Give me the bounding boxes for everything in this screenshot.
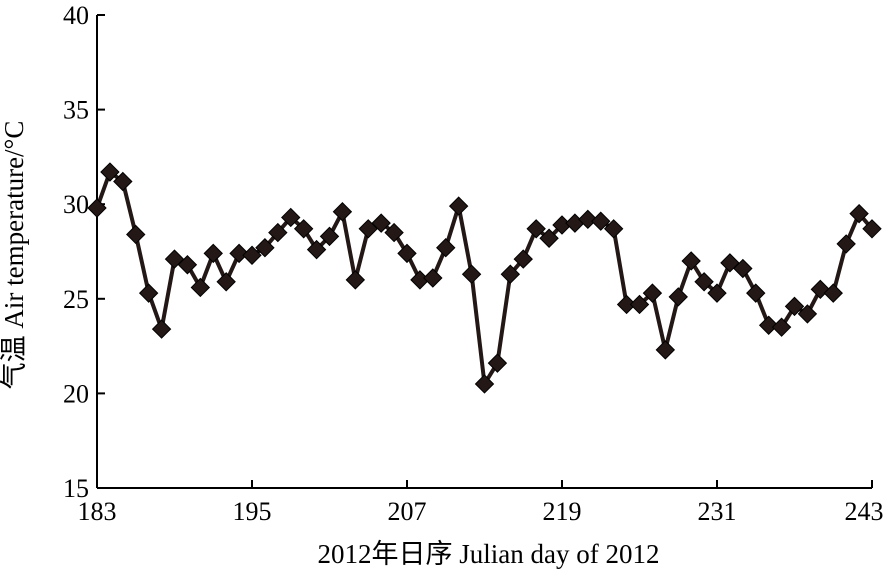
y-tick-label: 30 [63, 190, 89, 219]
data-point [591, 211, 611, 231]
data-point [784, 296, 805, 317]
data-point [539, 228, 559, 248]
x-tick-label: 195 [233, 497, 272, 526]
data-point [268, 222, 288, 243]
data-point [461, 264, 482, 284]
y-tick-label: 35 [63, 96, 89, 125]
y-axis-ticks: 15 20 25 30 35 40 [63, 1, 105, 503]
data-point [306, 239, 327, 260]
y-tick-label: 40 [63, 1, 89, 30]
x-tick-label: 183 [78, 497, 117, 526]
data-point [849, 203, 869, 224]
chart-axes [96, 15, 872, 489]
data-point [526, 219, 546, 239]
data-point [733, 258, 753, 279]
data-point [578, 209, 598, 230]
series-line [95, 170, 874, 386]
data-point [474, 374, 495, 394]
data-point [642, 283, 663, 303]
x-tick-label: 231 [698, 497, 737, 526]
data-point [151, 319, 172, 339]
data-point [216, 272, 236, 292]
data-point [629, 294, 650, 315]
data-point [655, 340, 676, 360]
data-point [487, 353, 508, 373]
data-point [126, 224, 146, 245]
data-point [862, 219, 882, 239]
x-tick-label: 219 [543, 497, 582, 526]
data-point [190, 277, 211, 298]
y-tick-label: 25 [63, 285, 89, 314]
data-point [177, 255, 198, 275]
data-point [603, 219, 624, 239]
data-point [371, 213, 391, 233]
data-point [694, 272, 714, 292]
data-point [771, 317, 792, 337]
x-tick-label: 207 [388, 497, 427, 526]
data-point [113, 171, 133, 192]
data-point [87, 198, 107, 218]
data-point [823, 283, 843, 303]
data-point [707, 283, 727, 303]
data-point [436, 238, 456, 258]
y-tick-label: 20 [63, 379, 89, 408]
y-axis-title: 气温 Air temperature/°C [0, 121, 29, 390]
x-tick-label: 243 [845, 497, 884, 526]
data-point [513, 249, 533, 269]
data-point [281, 207, 301, 228]
data-point [384, 222, 404, 243]
data-point [616, 294, 637, 315]
data-point [229, 243, 249, 264]
data-point [319, 226, 340, 247]
x-axis-title: 2012年日序 Julian day of 2012 [318, 539, 660, 569]
data-point [255, 238, 275, 258]
data-point [836, 234, 856, 254]
data-point [100, 162, 120, 182]
data-point [332, 202, 353, 222]
data-point [797, 304, 818, 324]
data-point [500, 264, 521, 284]
series-markers [87, 162, 882, 394]
data-point [242, 245, 262, 265]
data-point [758, 315, 779, 335]
data-point [423, 268, 443, 288]
data-point [203, 243, 223, 264]
data-point [293, 219, 314, 239]
data-point [138, 283, 159, 303]
data-point [746, 283, 766, 303]
data-point [448, 196, 469, 216]
data-point [681, 251, 701, 271]
data-point [345, 270, 366, 290]
y-tick-label: 15 [63, 474, 89, 503]
x-axis-ticks: 183 195 207 219 231 243 [78, 480, 884, 526]
data-point [397, 243, 417, 264]
data-point [668, 287, 688, 307]
